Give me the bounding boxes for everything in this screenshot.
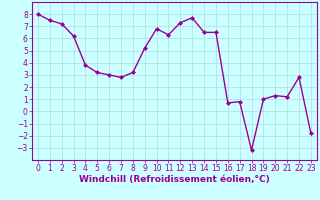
X-axis label: Windchill (Refroidissement éolien,°C): Windchill (Refroidissement éolien,°C): [79, 175, 270, 184]
